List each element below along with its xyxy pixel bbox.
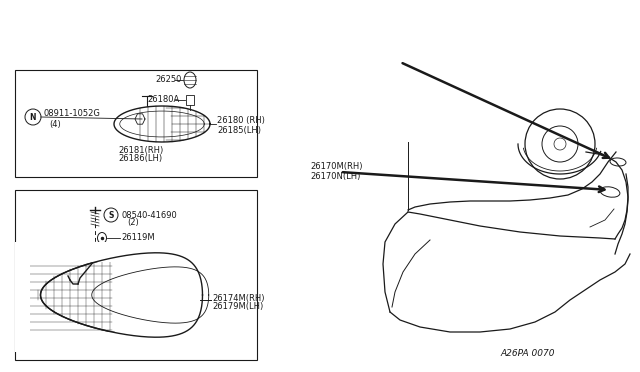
Text: 26180A: 26180A <box>147 96 179 105</box>
Text: (2): (2) <box>127 218 139 228</box>
Polygon shape <box>115 252 255 337</box>
Text: 08911-1052G: 08911-1052G <box>43 109 100 119</box>
Text: 26179M(LH): 26179M(LH) <box>212 302 263 311</box>
Text: 26110E: 26110E <box>121 250 152 259</box>
Text: 26174M(RH): 26174M(RH) <box>212 294 264 302</box>
Text: A26PA 0070: A26PA 0070 <box>500 350 554 359</box>
Text: 26186(LH): 26186(LH) <box>118 154 162 164</box>
Text: 26170N(LH): 26170N(LH) <box>310 171 360 180</box>
Polygon shape <box>15 332 255 352</box>
Text: 08540-41690: 08540-41690 <box>121 211 177 219</box>
Text: 26185(LH): 26185(LH) <box>217 125 261 135</box>
Polygon shape <box>15 252 30 337</box>
Text: 26119M: 26119M <box>121 234 155 243</box>
Bar <box>186 95 194 105</box>
Bar <box>15 70 257 177</box>
Bar <box>15 190 257 360</box>
Text: 26180 (RH): 26180 (RH) <box>217 115 265 125</box>
Text: N: N <box>29 112 36 122</box>
Text: (4): (4) <box>49 119 61 128</box>
Polygon shape <box>15 242 255 262</box>
Text: 26181(RH): 26181(RH) <box>118 145 163 154</box>
Text: 26250: 26250 <box>155 76 181 84</box>
Text: 26170M(RH): 26170M(RH) <box>310 163 362 171</box>
Text: S: S <box>108 211 114 219</box>
